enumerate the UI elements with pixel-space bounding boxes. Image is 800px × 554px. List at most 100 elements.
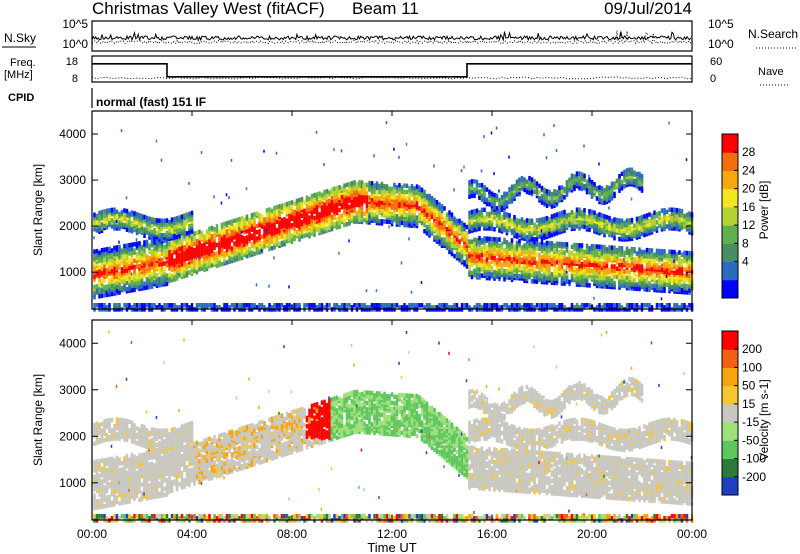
scatter-cell [165, 222, 169, 227]
scatter-cell [500, 214, 504, 220]
scatter-cell [215, 251, 219, 256]
scatter-cell [480, 169, 483, 173]
scatter-cell [105, 305, 109, 310]
scatter-cell [125, 243, 129, 248]
scatter-cell [398, 155, 400, 159]
scatter-cell [448, 216, 451, 222]
scatter-cell [188, 305, 191, 310]
scatter-cell [248, 217, 251, 223]
scatter-cell [103, 251, 106, 257]
scatter-cell [408, 185, 411, 191]
scatter-cell [513, 214, 516, 220]
beam-label: Beam 11 [352, 0, 419, 18]
scatter-cell [440, 204, 444, 209]
scatter-cell [113, 278, 116, 284]
scatter-cell [450, 232, 453, 236]
scatter-cell [555, 212, 559, 217]
scatter-cell [430, 222, 434, 228]
scatter-cell [253, 251, 256, 257]
scatter-cell [370, 189, 374, 194]
scatter-cell [308, 219, 311, 224]
scatter-cell [163, 303, 166, 308]
scatter-cell [230, 246, 234, 251]
scatter-cell [503, 191, 506, 197]
scatter-cell [410, 200, 414, 206]
scatter-cell [593, 296, 595, 300]
scatter-cell [185, 303, 189, 308]
scatter-cell [568, 212, 571, 218]
scatter-cell [443, 206, 446, 211]
scatter-cell [630, 217, 634, 223]
scatter-cell [110, 283, 114, 288]
scatter-cell [160, 218, 164, 224]
scatter-cell [435, 212, 439, 217]
scatter-cell [143, 285, 146, 291]
scatter-cell [288, 303, 291, 308]
scatter-cell [385, 303, 389, 308]
scatter-cell [350, 181, 354, 186]
scatter-cell [395, 195, 399, 200]
scatter-cell [103, 257, 106, 263]
scatter-cell [190, 210, 194, 216]
scatter-cell [145, 285, 149, 290]
scatter-cell [520, 305, 524, 310]
scatter-cell [210, 256, 214, 262]
scatter-cell [208, 259, 211, 265]
scatter-cell [525, 257, 529, 263]
scatter-cell [333, 221, 336, 227]
scatter-cell [98, 294, 101, 299]
scatter-cell [520, 176, 524, 181]
scatter-cell [483, 259, 486, 264]
scatter-cell [600, 185, 604, 191]
scatter-cell [503, 268, 506, 274]
scatter-cell [368, 180, 371, 186]
scatter-cell [478, 210, 481, 215]
scatter-cell [423, 208, 426, 213]
scatter-cell [595, 196, 599, 201]
scatter-cell [210, 225, 214, 231]
scatter-cell [150, 242, 154, 248]
scatter-cell [498, 189, 500, 193]
scatter-cell [513, 244, 516, 250]
scatter-cell [150, 271, 154, 277]
scatter-cell [568, 263, 571, 268]
scatter-cell [440, 303, 444, 308]
scatter-cell [533, 183, 536, 188]
scatter-cell [555, 247, 559, 253]
scatter-cell [620, 218, 624, 223]
scatter-cell [393, 303, 396, 308]
scatter-cell [573, 184, 576, 190]
scatter-cell [578, 243, 581, 248]
scatter-cell [395, 303, 399, 308]
scatter-cell [203, 234, 206, 239]
scatter-cell [338, 251, 340, 255]
scatter-cell [140, 226, 144, 231]
scatter-cell [625, 178, 629, 184]
scatter-cell [408, 303, 411, 308]
scatter-cell [443, 231, 446, 236]
scatter-cell [478, 266, 481, 272]
scatter-cell [483, 271, 486, 276]
scatter-cell [293, 234, 296, 240]
scatter-cell [565, 242, 569, 247]
scatter-cell [280, 203, 284, 208]
scatter-cell [635, 222, 639, 228]
scatter-cell [125, 253, 129, 259]
scatter-cell [603, 228, 606, 234]
scatter-cell [553, 247, 556, 252]
scatter-cell [350, 187, 354, 192]
scatter-cell [260, 248, 263, 252]
scatter-cell [193, 235, 196, 240]
scatter-cell [280, 234, 284, 239]
scatter-cell [428, 228, 431, 234]
scatter-cell [550, 232, 554, 238]
scatter-cell [208, 238, 211, 244]
scatter-cell [383, 184, 386, 189]
scatter-cell [368, 203, 371, 209]
scatter-cell [365, 199, 369, 204]
scatter-cell [290, 200, 294, 205]
scatter-cell [553, 124, 555, 128]
scatter-cell [580, 176, 584, 181]
scatter-cell [635, 251, 639, 256]
scatter-cell [145, 239, 149, 245]
